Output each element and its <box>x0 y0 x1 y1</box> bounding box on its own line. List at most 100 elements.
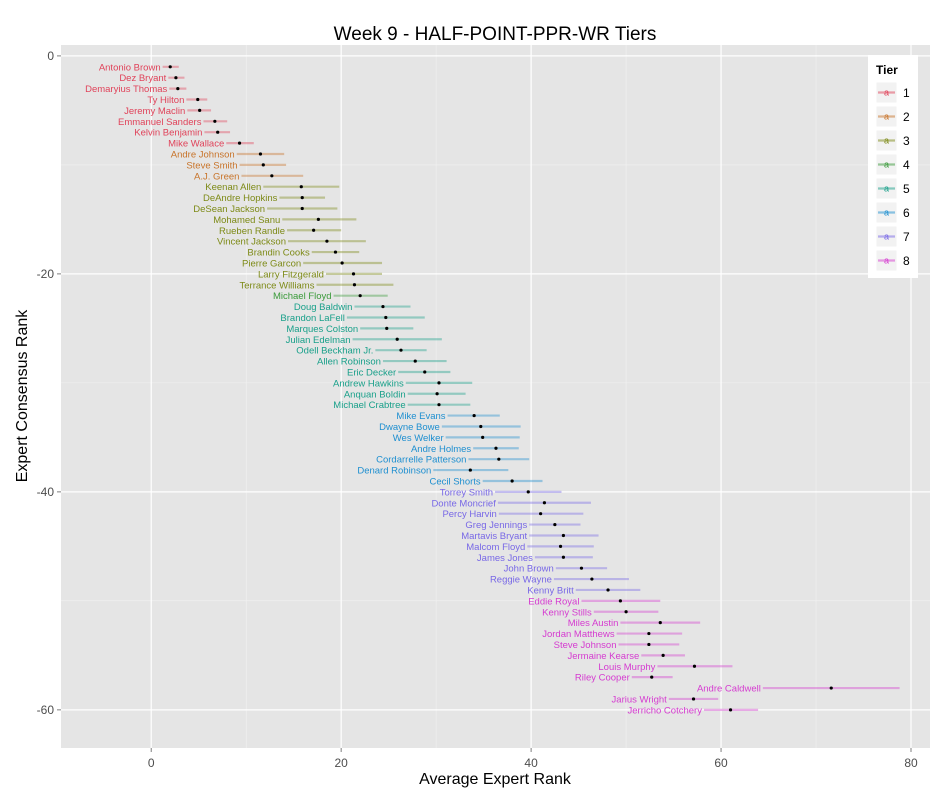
legend-label: 4 <box>903 158 910 172</box>
legend-key-letter: a <box>884 136 889 146</box>
y-axis-title: Expert Consensus Rank <box>14 309 31 483</box>
data-point <box>558 544 563 548</box>
data-point <box>472 413 476 418</box>
point-label: James Jones <box>477 553 533 564</box>
data-point <box>437 381 441 385</box>
point-label: Cordarrelle Patterson <box>376 455 466 466</box>
plot-panel <box>61 45 930 748</box>
point-label: Reggie Wayne <box>490 575 552 586</box>
point-label: Jarius Wright <box>612 694 668 705</box>
point-label: Mohamed Sanu <box>213 215 280 226</box>
point-label: Kenny Britt <box>527 585 574 596</box>
data-point <box>479 424 483 429</box>
data-point <box>198 108 202 112</box>
data-point <box>561 533 566 538</box>
data-point <box>561 555 566 559</box>
data-point <box>553 522 557 527</box>
data-point <box>196 97 200 102</box>
data-point <box>647 631 651 636</box>
axis-ticks: 0 20 40 60 80 0 -20 -40 -60 <box>37 49 918 770</box>
point-label: Demaryius Thomas <box>85 84 167 95</box>
point-label: John Brown <box>504 564 554 575</box>
point-label: Mike Evans <box>396 411 445 422</box>
data-point <box>650 675 654 679</box>
data-point <box>176 86 180 91</box>
point-label: Andre Johnson <box>171 149 235 160</box>
point-label: Terrance Williams <box>240 280 315 291</box>
point-label: Dez Bryant <box>119 73 166 84</box>
data-point <box>333 250 338 254</box>
point-label: Cecil Shorts <box>429 476 480 487</box>
point-label: Wes Welker <box>393 433 444 444</box>
legend-key-letter: a <box>884 160 889 170</box>
legend-key-letter: a <box>884 256 889 266</box>
data-point <box>381 304 385 309</box>
point-label: Kenny Stills <box>542 607 592 618</box>
point-label: Michael Floyd <box>273 291 332 302</box>
data-point <box>468 468 472 472</box>
data-point <box>168 65 172 69</box>
data-point <box>590 577 594 581</box>
x-tick-label: 20 <box>334 756 348 770</box>
legend-label: 2 <box>903 110 910 124</box>
data-point <box>312 228 316 232</box>
y-tick-label: -20 <box>37 267 55 281</box>
data-point <box>395 337 399 341</box>
point-label: Eric Decker <box>347 367 396 378</box>
point-label: Steve Smith <box>186 160 237 171</box>
data-point <box>325 239 329 243</box>
point-label: Larry Fitzgerald <box>258 269 324 280</box>
point-label: Doug Baldwin <box>294 302 353 313</box>
point-label: Emmanuel Sanders <box>118 117 202 128</box>
point-label: Pierre Garcon <box>242 258 301 269</box>
data-point <box>270 174 274 178</box>
data-point <box>542 501 547 505</box>
point-label: Riley Cooper <box>575 673 630 684</box>
data-point <box>435 392 439 396</box>
point-label: Anquan Boldin <box>344 389 406 400</box>
data-point <box>358 294 362 298</box>
data-point <box>481 435 485 439</box>
data-point <box>261 163 265 167</box>
data-point <box>299 185 303 189</box>
data-point <box>384 315 388 320</box>
point-label: Rueben Randle <box>219 226 285 237</box>
legend-label: 5 <box>903 182 910 196</box>
legend-label: 1 <box>903 86 910 100</box>
data-point <box>258 152 263 156</box>
point-label: Jordan Matthews <box>542 629 615 640</box>
point-label: Andre Caldwell <box>697 684 761 695</box>
legend-label: 8 <box>903 254 910 268</box>
data-point <box>658 621 662 625</box>
data-point <box>526 490 530 494</box>
data-point <box>497 457 501 461</box>
data-point <box>647 642 651 647</box>
legend-label: 7 <box>903 230 910 244</box>
point-label: Marques Colston <box>286 324 358 335</box>
data-point <box>300 195 304 200</box>
point-label: Malcom Floyd <box>466 542 525 553</box>
x-tick-label: 60 <box>714 756 728 770</box>
point-label: Odell Beckham Jr. <box>296 346 373 357</box>
point-label: Greg Jennings <box>465 520 527 531</box>
point-label: Brandon LaFell <box>280 313 344 324</box>
x-axis-title: Average Expert Rank <box>419 771 572 788</box>
data-point <box>494 446 498 450</box>
y-tick-label: -60 <box>37 703 55 717</box>
data-point <box>423 370 427 374</box>
legend: Tier a 1 a 2 a 3 a 4 a 5 a 6 a 7 a 8 <box>868 55 918 278</box>
point-label: A.J. Green <box>194 171 239 182</box>
point-label: Miles Austin <box>568 618 619 629</box>
point-label: Kelvin Benjamin <box>134 128 202 139</box>
data-point <box>216 130 220 134</box>
legend-label: 6 <box>903 206 910 220</box>
point-label: Vincent Jackson <box>217 237 286 248</box>
data-point <box>691 697 696 701</box>
data-point <box>624 610 628 614</box>
point-label: Dwayne Bowe <box>379 422 440 433</box>
data-point <box>829 686 833 690</box>
point-label: DeSean Jackson <box>193 204 265 215</box>
data-point <box>237 141 242 145</box>
data-point <box>351 272 356 276</box>
